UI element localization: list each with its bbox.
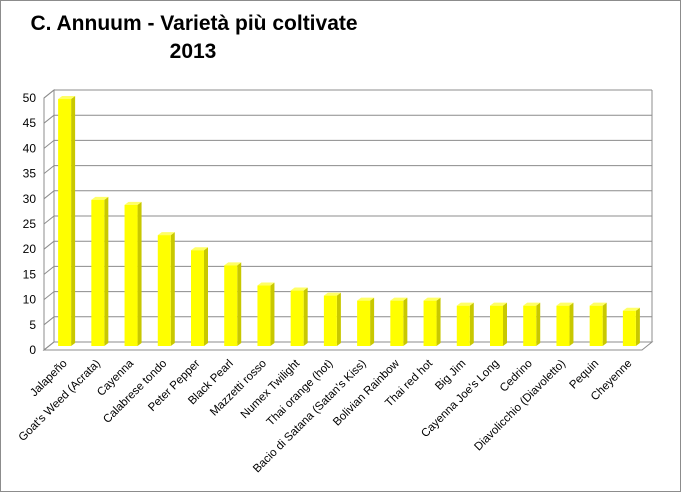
bar-top [58, 96, 76, 100]
gridline-depth [43, 341, 55, 351]
gridline-depth [43, 114, 55, 124]
bar [456, 305, 470, 346]
y-tick-label: 50 [23, 91, 37, 105]
bar-side [469, 302, 474, 346]
gridline-depth [43, 140, 55, 149]
bar-side [170, 232, 175, 346]
bar-top [224, 262, 242, 266]
gridline-depth [43, 240, 55, 250]
bar [257, 285, 271, 346]
bar-side [436, 297, 441, 346]
bar-top [423, 297, 441, 301]
y-tick-label: 5 [29, 318, 36, 332]
bar-top [556, 302, 574, 306]
bar-top [523, 302, 541, 306]
bar [589, 305, 603, 346]
bar-side [71, 96, 76, 346]
y-tick-label: 40 [23, 141, 37, 155]
bar-side [503, 302, 507, 346]
y-tick-label: 20 [23, 242, 37, 256]
bar-top [390, 297, 408, 301]
bar [124, 204, 138, 346]
bar-top [323, 292, 341, 296]
bar [490, 305, 503, 346]
bar-side [303, 287, 308, 346]
gridline-depth [43, 215, 55, 225]
bar-top [91, 196, 109, 200]
y-tick-label: 30 [23, 192, 37, 206]
y-tick-label: 25 [23, 217, 37, 231]
bar [191, 250, 204, 346]
bar-side [536, 302, 541, 346]
bar [622, 310, 636, 346]
bar-top [490, 302, 507, 306]
y-tick-label: 35 [23, 167, 37, 181]
gridline-depth [43, 165, 55, 174]
y-tick-label: 10 [23, 293, 37, 307]
bar [157, 235, 171, 346]
bar-side [569, 302, 574, 346]
bar-top [589, 302, 607, 306]
bar [523, 305, 537, 346]
bar [91, 199, 105, 346]
bar-side [635, 307, 640, 346]
y-tick-label: 45 [23, 116, 37, 130]
bar-side [602, 302, 607, 346]
bar [290, 290, 304, 346]
bar-top [290, 287, 308, 291]
bar [357, 300, 371, 346]
bar-top [157, 232, 175, 236]
bar [58, 99, 72, 346]
bar [224, 265, 238, 346]
bar-side [137, 201, 142, 346]
bar-side [336, 292, 341, 346]
bar-top [622, 307, 640, 311]
bar-side [370, 297, 375, 346]
bar-side [104, 196, 109, 346]
bar-side [237, 262, 242, 346]
gridline-depth [43, 190, 55, 200]
chart-subtitle: 2013 [169, 40, 217, 63]
y-tick-label: 15 [23, 267, 37, 281]
bar-top [257, 282, 275, 286]
bar [556, 305, 570, 346]
x-tick-label: Numex Twilight [239, 357, 303, 421]
bar-top [191, 247, 208, 251]
bar-top [357, 297, 375, 301]
gridline-depth [43, 266, 55, 275]
gridline-depth [43, 316, 55, 326]
bar-side [403, 297, 408, 346]
bar [390, 300, 404, 346]
y-tick-label: 0 [29, 343, 36, 357]
bar [323, 295, 337, 346]
bar-side [270, 282, 275, 346]
gridline-depth [43, 291, 55, 300]
gridline-depth [43, 89, 55, 99]
chart-title: C. Annuum - Varietà più coltivate [30, 12, 358, 35]
bar-side [204, 247, 208, 346]
bar [423, 300, 437, 346]
bar-top [124, 201, 142, 205]
bar-top [456, 302, 474, 306]
